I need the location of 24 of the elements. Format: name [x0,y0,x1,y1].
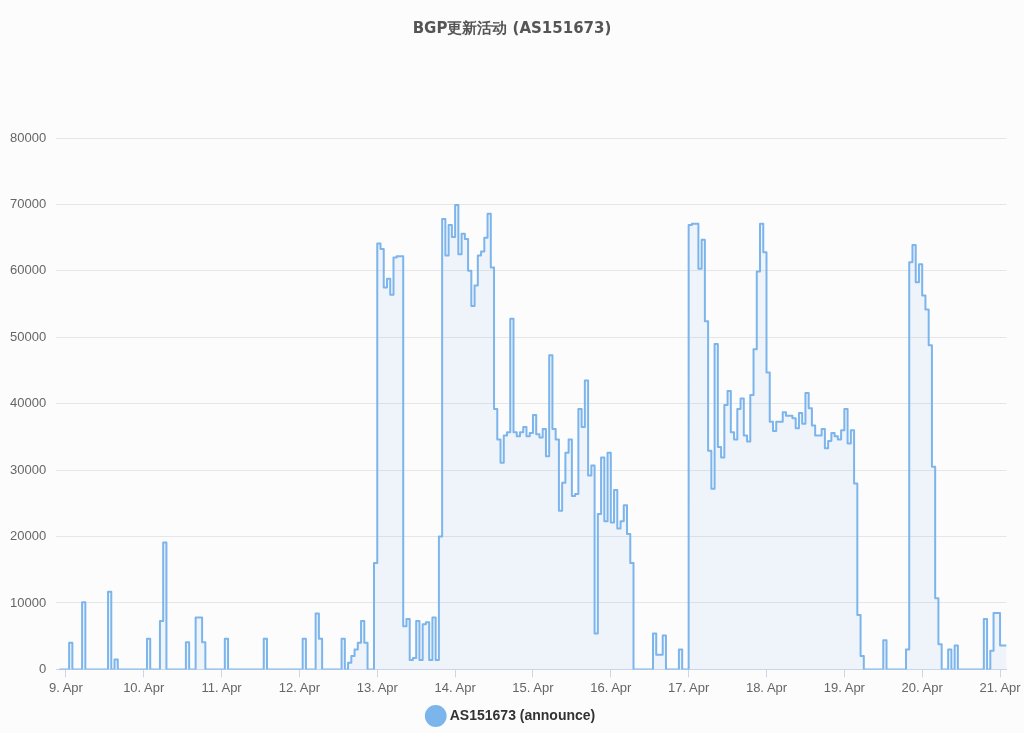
x-tick-label: 18. Apr [745,679,788,695]
x-tick-label: 9. Apr [48,679,84,695]
chart-title: BGP更新活动 (AS151673) [412,18,612,37]
y-tick-label: 40000 [9,395,47,411]
x-tick-label: 20. Apr [901,679,944,695]
x-tick-label: 21. Apr [979,679,1022,695]
x-tick-label: 16. Apr [590,679,633,695]
x-tick-label: 15. Apr [512,679,555,695]
y-tick-label: 80000 [9,129,47,145]
x-tick-label: 13. Apr [356,679,399,695]
x-tick-label: 14. Apr [434,679,477,695]
y-tick-label: 30000 [9,461,47,477]
y-tick-label: 70000 [9,196,47,211]
x-tick-label: 19. Apr [823,679,866,695]
y-tick-label: 20000 [9,528,47,544]
y-tick-label: 60000 [9,262,47,278]
y-tick-label: 50000 [9,328,47,344]
y-tick-label: 10000 [9,594,47,610]
x-tick-label: 11. Apr [201,679,243,695]
x-tick-label: 12. Apr [278,679,321,695]
y-tick-label: 0 [38,660,47,676]
legend-label: AS151673 (announce) [449,706,596,723]
x-tick-label: 17. Apr [668,679,710,695]
x-tick-label: 10. Apr [123,679,165,695]
